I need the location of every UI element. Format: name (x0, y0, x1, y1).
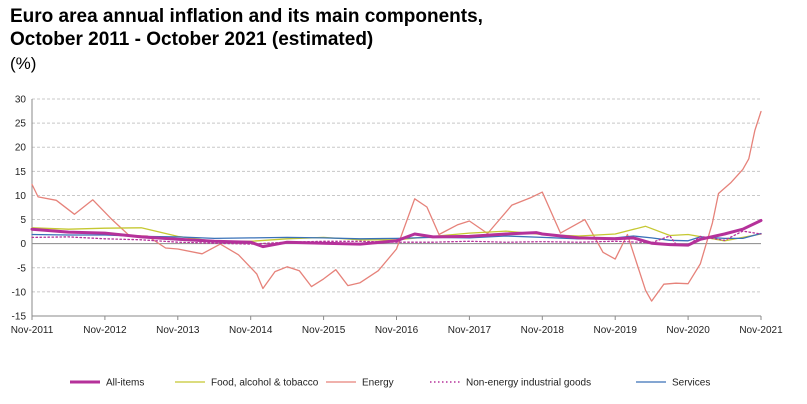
y-tick-label: -5 (17, 263, 26, 274)
x-tick-label: Nov-2016 (375, 325, 419, 336)
legend-label: Energy (362, 378, 394, 389)
chart-title-line-1: Euro area annual inflation and its main … (10, 6, 483, 27)
grid-layer (32, 98, 761, 317)
y-tick-label: 0 (20, 239, 26, 250)
x-tick-label: Nov-2011 (11, 325, 54, 336)
x-tick-label: Nov-2017 (448, 325, 492, 336)
y-tick-label: -15 (12, 312, 27, 323)
axis-layer: -15 -10 -5 0 5 10 15 20 25 30 Nov-2011 Nov-2012 Nov-… (11, 95, 783, 337)
x-tick-label: Nov-2018 (521, 325, 565, 336)
x-tick-label: Nov-2021 (739, 325, 783, 336)
legend-label: Non-energy industrial goods (466, 378, 591, 389)
legend-label: All-items (106, 378, 144, 389)
y-tick-label: 15 (15, 167, 27, 178)
chart-title-line-2: October 2011 - October 2021 (estimated) (10, 29, 374, 50)
x-tick-label: Nov-2015 (302, 325, 346, 336)
y-tick-label: -10 (12, 287, 27, 298)
y-axis-unit: (%) (10, 54, 37, 73)
x-tick-label: Nov-2020 (666, 325, 710, 336)
y-tick-label: 30 (15, 95, 27, 106)
series-layer (30, 110, 763, 302)
y-tick-label: 20 (15, 143, 27, 154)
y-tick-label: 10 (15, 191, 27, 202)
series-line-energy (31, 110, 762, 302)
x-tick-label: Nov-2014 (229, 325, 273, 336)
series-line-all-items (30, 219, 763, 249)
x-tick-label: Nov-2019 (594, 325, 638, 336)
y-tick-label: 5 (20, 215, 26, 226)
chart-title: Euro area annual inflation and its main … (10, 5, 483, 51)
y-tick-label: 25 (15, 119, 27, 130)
legend-label: Food, alcohol & tobacco (211, 378, 319, 389)
legend-layer: All-items Food, alcohol & tobacco Energy No… (70, 378, 710, 389)
x-tick-label: Nov-2013 (156, 325, 200, 336)
legend-label: Services (672, 378, 710, 389)
x-tick-label: Nov-2012 (83, 325, 127, 336)
